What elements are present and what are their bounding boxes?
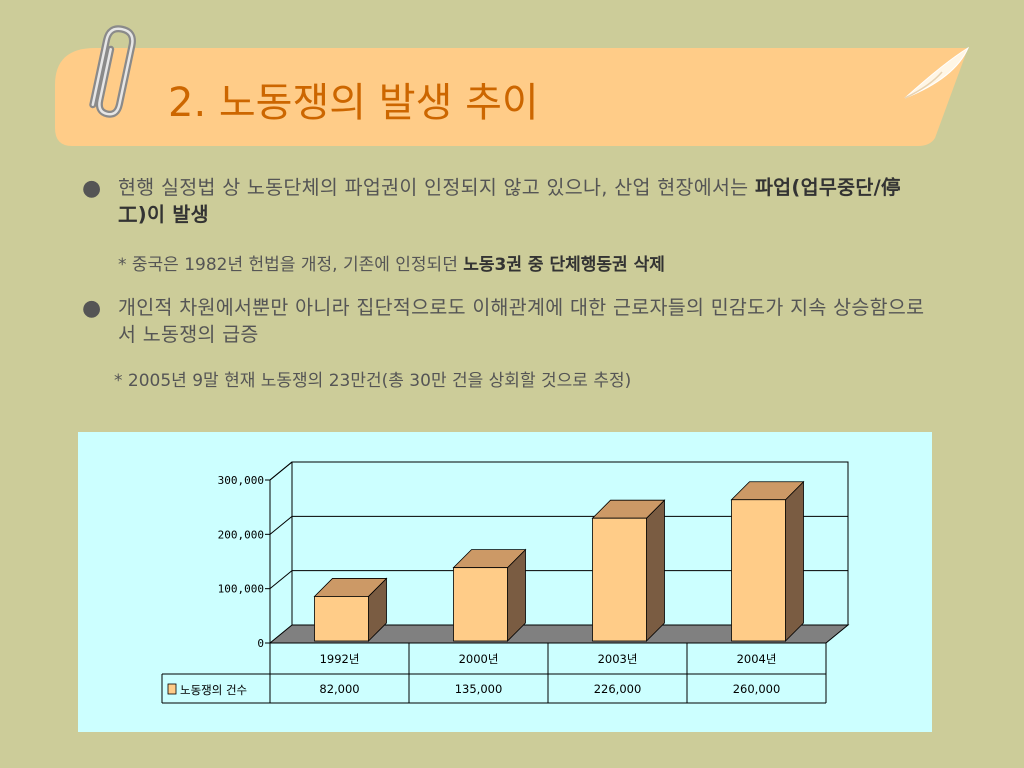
note-2: * 2005년 9말 현재 노동쟁의 23만건(총 30만 건을 상회할 것으로… xyxy=(114,371,632,391)
bullet-dot: ● xyxy=(82,296,102,321)
legend-label: 노동쟁의 건수 xyxy=(180,683,247,697)
legend-swatch xyxy=(167,683,177,695)
data-table-value: 226,000 xyxy=(594,682,642,696)
chart: 0 100,000 200,000 300,000 1992년 2000년 2003년 200… xyxy=(161,461,850,704)
y-tick-label: 100,000 xyxy=(218,583,264,596)
x-category-label: 1992년 xyxy=(320,652,360,666)
bar xyxy=(313,577,388,642)
y-tick-label: 300,000 xyxy=(218,474,264,487)
chart-panel: 0 100,000 200,000 300,000 1992년 2000년 2003년 200… xyxy=(78,432,932,732)
note1-text: * 중국은 1982년 헌법을 개정, 기존에 인정되던 xyxy=(118,255,464,275)
bar-front xyxy=(453,567,508,642)
gridline-side xyxy=(269,570,293,590)
bar xyxy=(591,499,666,642)
data-table-value: 260,000 xyxy=(733,682,781,696)
note-1: * 중국은 1982년 헌법을 개정, 기존에 인정되던 노동3권 중 단체행동… xyxy=(118,250,665,275)
data-table-value: 135,000 xyxy=(455,682,503,696)
bar xyxy=(730,480,805,642)
title-banner xyxy=(55,25,970,146)
bar-front xyxy=(314,596,369,642)
gridline-side xyxy=(269,515,293,535)
chart-floor xyxy=(268,624,850,644)
gridline-side xyxy=(269,461,293,481)
bar-front xyxy=(592,517,647,642)
x-category-label: 2003년 xyxy=(598,652,638,666)
bar-side xyxy=(646,499,665,642)
y-tick-label: 0 xyxy=(257,637,264,650)
bullet-dot: ● xyxy=(82,176,102,201)
banner-shape xyxy=(55,48,968,146)
note1-emphasis: 노동3권 중 단체행동권 삭제 xyxy=(463,255,665,275)
paperclip-icon xyxy=(89,25,136,118)
y-tick-label: 200,000 xyxy=(218,528,264,541)
bullet-text-2: 개인적 차원에서뿐만 아니라 집단적으로도 이해관계에 대한 근로자들의 민감도… xyxy=(118,296,925,346)
page-title: 2. 노동쟁의 발생 추이 xyxy=(168,80,539,126)
bar xyxy=(452,548,527,642)
bullet1-emphasis: 파업(업무중단/停工)이 발생 xyxy=(118,176,901,226)
data-table-value: 82,000 xyxy=(319,682,359,696)
bullet-text-1: 현행 실정법 상 노동단체의 파업권이 인정되지 않고 있으나, 산업 현장에서… xyxy=(118,174,928,228)
bar-side xyxy=(785,480,804,642)
page-curl-icon xyxy=(904,46,970,99)
x-category-label: 2000년 xyxy=(459,652,499,666)
bullet1-text: 현행 실정법 상 노동단체의 파업권이 인정되지 않고 있으나, 산업 현장에서… xyxy=(118,176,755,199)
x-category-label: 2004년 xyxy=(737,652,777,666)
bar-front xyxy=(731,499,786,642)
